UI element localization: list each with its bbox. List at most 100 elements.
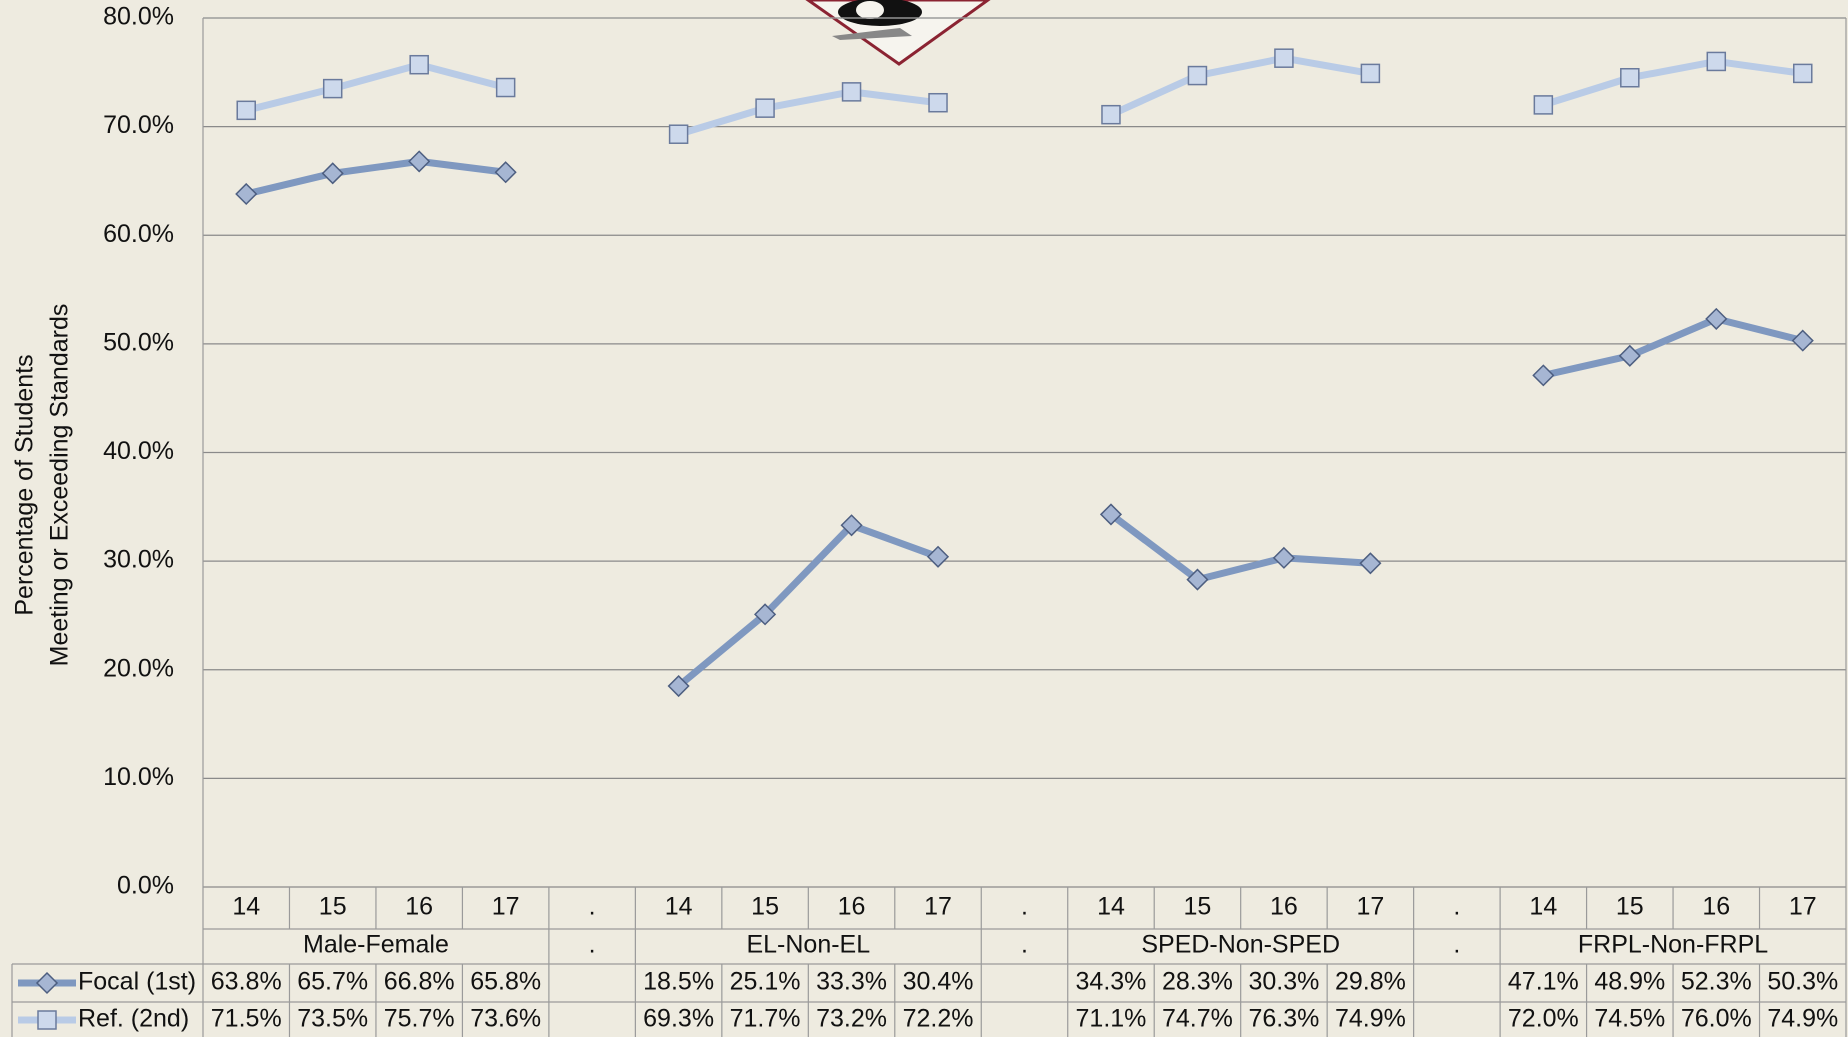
marker <box>1187 65 1208 86</box>
y-tick-label: 0.0% <box>117 872 174 900</box>
marker <box>35 971 59 995</box>
series-line <box>245 54 1804 138</box>
data-label: 30.3% <box>1248 968 1319 996</box>
group-label: FRPL-Non-FRPL <box>1578 931 1768 959</box>
marker <box>1099 503 1123 526</box>
data-label: 76.0% <box>1681 1005 1752 1033</box>
y-tick-label: 70.0% <box>103 111 174 139</box>
y-tick-label: 30.0% <box>103 546 174 574</box>
group-label: EL-Non-EL <box>746 931 870 959</box>
marker <box>408 150 431 173</box>
data-label: 73.6% <box>470 1005 541 1033</box>
x-tick-label: 16 <box>838 893 866 921</box>
data-label: 71.7% <box>730 1005 801 1033</box>
marker <box>1101 104 1121 125</box>
data-label: 74.5% <box>1594 1005 1665 1033</box>
y-tick-label: 40.0% <box>103 437 174 465</box>
group-label: . <box>589 931 596 959</box>
data-label: 25.1% <box>730 968 801 996</box>
group-label: . <box>1453 931 1460 959</box>
data-label: 65.8% <box>470 968 541 996</box>
series-line <box>245 157 1804 689</box>
data-label: 72.2% <box>903 1005 974 1033</box>
marker <box>754 603 777 626</box>
data-label: 34.3% <box>1076 968 1147 996</box>
data-label: 74.9% <box>1767 1005 1838 1033</box>
data-label: 75.7% <box>384 1005 455 1033</box>
y-tick-label: 10.0% <box>103 763 174 791</box>
marker <box>1620 67 1640 88</box>
x-tick-label: 16 <box>1270 893 1298 921</box>
data-label: 69.3% <box>643 1005 714 1033</box>
x-tick-label: . <box>1021 893 1028 921</box>
data-label: 33.3% <box>816 968 887 996</box>
marker <box>37 1010 57 1030</box>
legend-label: Ref. (2nd) <box>78 1005 189 1033</box>
x-tick-label: 14 <box>1097 893 1125 921</box>
data-label: 47.1% <box>1508 968 1579 996</box>
data-label: 66.8% <box>384 968 455 996</box>
marker <box>1360 63 1381 84</box>
x-tick-label: 15 <box>1184 893 1212 921</box>
data-label: 52.3% <box>1681 968 1752 996</box>
marker <box>1533 95 1554 115</box>
marker <box>236 100 256 121</box>
marker <box>668 124 689 144</box>
marker <box>494 161 517 184</box>
data-label: 28.3% <box>1162 968 1233 996</box>
data-label: 29.8% <box>1335 968 1406 996</box>
data-label: 76.3% <box>1248 1005 1319 1033</box>
marker <box>1186 568 1209 591</box>
x-tick-label: 15 <box>751 893 779 921</box>
data-label: 50.3% <box>1767 968 1838 996</box>
y-tick-label: 60.0% <box>103 220 174 248</box>
marker <box>1359 552 1382 575</box>
y-axis-label: Meeting or Exceeding Standards <box>46 304 74 667</box>
marker <box>321 162 344 185</box>
data-label: 74.9% <box>1335 1005 1406 1033</box>
x-tick-label: 15 <box>319 893 347 921</box>
group-label: SPED-Non-SPED <box>1141 931 1340 959</box>
x-tick-label: 17 <box>1789 893 1817 921</box>
marker <box>667 674 690 698</box>
marker <box>755 98 775 118</box>
legend-label: Focal (1st) <box>78 968 196 996</box>
y-tick-label: 20.0% <box>103 654 174 682</box>
x-tick-label: 14 <box>232 893 260 921</box>
marker <box>1791 329 1814 352</box>
logo <box>805 0 991 66</box>
x-tick-label: 14 <box>1529 893 1557 921</box>
marker <box>322 78 343 99</box>
marker <box>926 545 950 568</box>
data-label: 71.5% <box>211 1005 282 1033</box>
x-tick-label: 17 <box>492 893 520 921</box>
data-label: 30.4% <box>903 968 974 996</box>
data-label: 72.0% <box>1508 1005 1579 1033</box>
marker <box>928 92 948 113</box>
x-tick-label: 15 <box>1616 893 1644 921</box>
y-tick-label: 50.0% <box>103 328 174 356</box>
group-label: . <box>1021 931 1028 959</box>
x-tick-label: 14 <box>665 893 693 921</box>
data-label: 63.8% <box>211 968 282 996</box>
marker <box>1705 307 1728 330</box>
marker <box>1272 546 1295 569</box>
marker <box>409 54 429 75</box>
x-tick-label: . <box>589 893 596 921</box>
y-tick-label: 80.0% <box>103 3 174 31</box>
x-tick-label: 16 <box>1702 893 1730 921</box>
data-label: 73.5% <box>297 1005 368 1033</box>
x-tick-label: 17 <box>1356 893 1384 921</box>
data-label: 48.9% <box>1594 968 1665 996</box>
marker <box>1274 48 1294 68</box>
x-tick-label: 17 <box>924 893 952 921</box>
data-label: 71.1% <box>1076 1005 1147 1033</box>
marker <box>1793 63 1813 84</box>
marker <box>840 514 863 537</box>
marker <box>495 77 516 98</box>
data-label: 74.7% <box>1162 1005 1233 1033</box>
marker <box>841 82 862 102</box>
data-label: 73.2% <box>816 1005 887 1033</box>
